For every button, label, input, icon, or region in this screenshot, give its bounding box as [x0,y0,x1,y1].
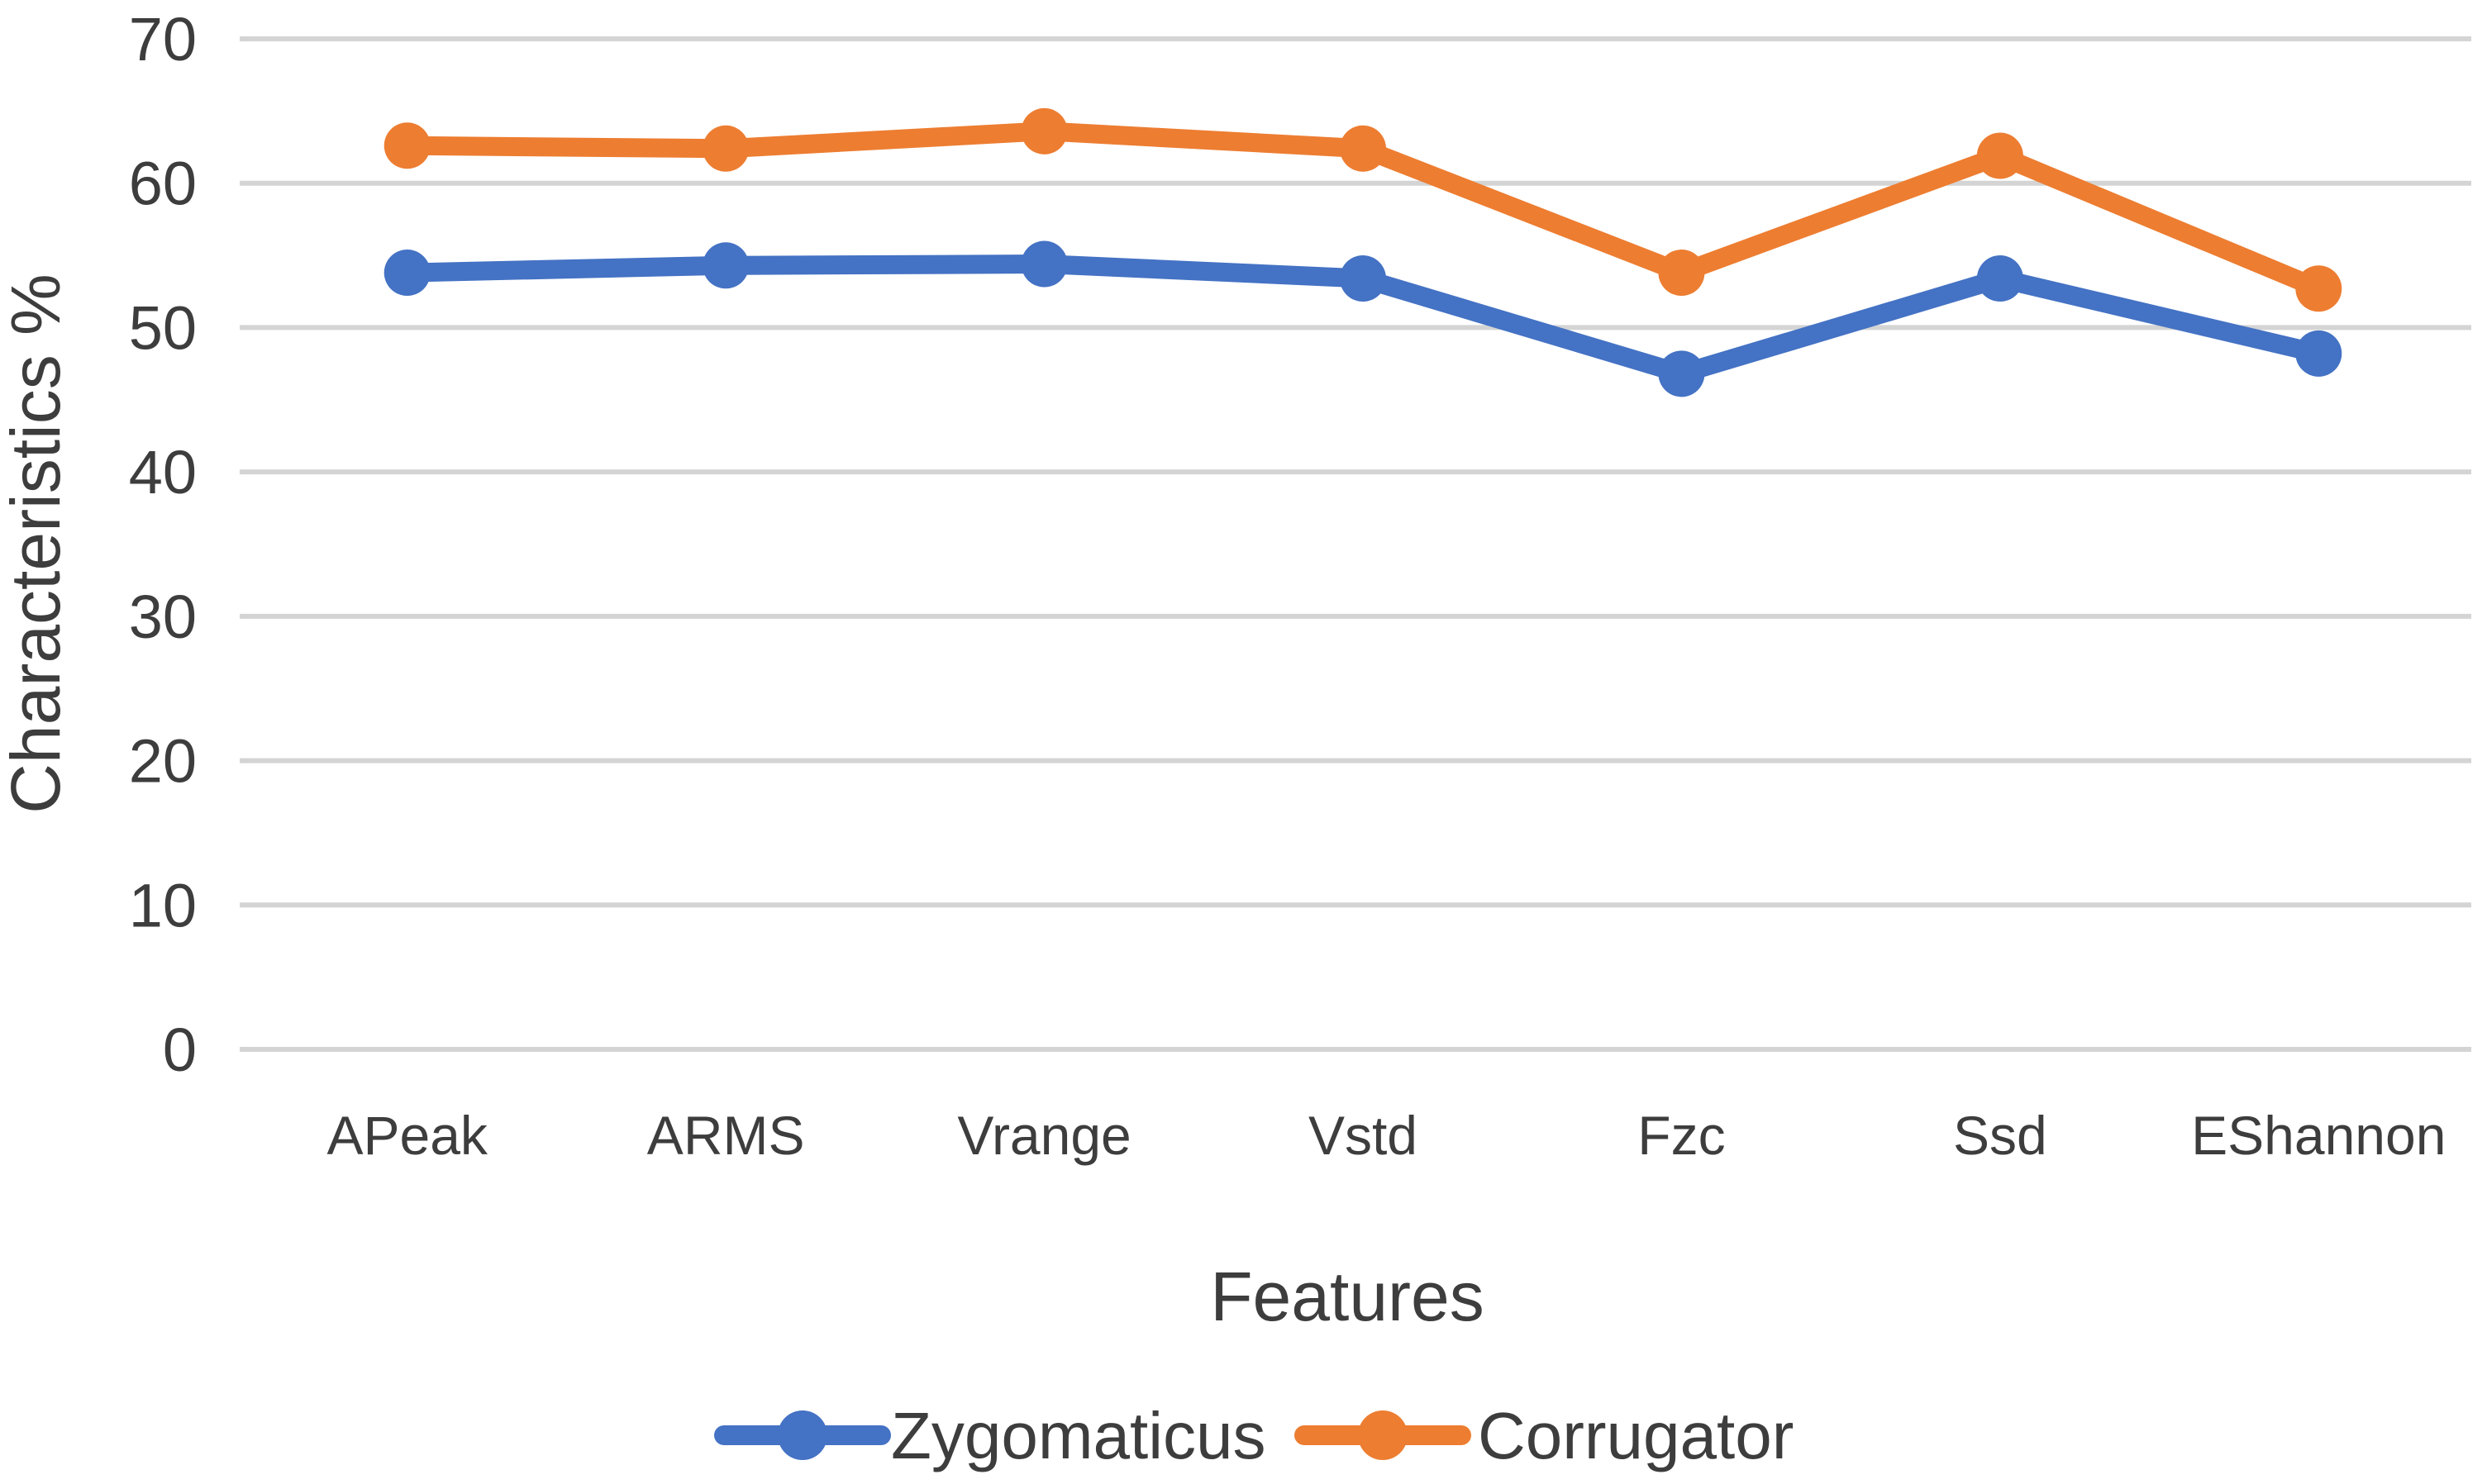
category-label-EShannon: EShannon [2191,1105,2446,1166]
data-point-corrugator-Vrange [1021,107,1068,155]
data-point-zygomaticus-Ssd [1976,255,2023,302]
series-lines [384,107,2342,397]
legend-marker-corrugator [1358,1410,1408,1460]
legend-label-corrugator: Corrugator [1478,1399,1794,1472]
data-point-corrugator-Ssd [1976,132,2023,179]
category-label-Vstd: Vstd [1308,1105,1417,1166]
category-label-Fzc: Fzc [1637,1105,1725,1166]
data-point-zygomaticus-EShannon [2295,330,2342,377]
y-axis-title: Characteristics % [0,273,74,814]
y-tick-label-60: 60 [129,150,197,218]
category-label-Vrange: Vrange [957,1105,1131,1166]
y-tick-label-50: 50 [129,293,197,362]
data-point-corrugator-EShannon [2295,265,2342,312]
y-tick-label-10: 10 [129,871,197,939]
data-point-zygomaticus-Fzc [1658,350,1705,397]
data-point-corrugator-ARMS [703,125,750,172]
category-label-Ssd: Ssd [1953,1105,2047,1166]
y-tick-label-30: 30 [129,583,197,651]
y-tick-label-20: 20 [129,727,197,796]
y-tick-label-40: 40 [129,438,197,507]
category-label-ARMS: ARMS [647,1105,805,1166]
y-axis-tick-labels: 0 10 20 30 40 50 60 70 [129,5,197,1084]
category-label-APeak: APeak [326,1105,488,1166]
y-tick-label-70: 70 [129,5,197,74]
legend-label-zygomaticus: Zygomaticus [891,1399,1265,1472]
data-point-zygomaticus-Vrange [1021,240,1068,288]
y-tick-label-0: 0 [163,1015,197,1084]
data-point-corrugator-APeak [384,122,431,169]
gridlines [240,36,2471,1052]
data-point-zygomaticus-APeak [384,250,431,297]
data-point-corrugator-Vstd [1340,125,1386,172]
legend-marker-zygomaticus [778,1410,827,1460]
x-axis-category-labels: APeak ARMS Vrange Vstd Fzc Ssd EShannon [326,1105,2446,1166]
data-point-corrugator-Fzc [1658,250,1705,297]
data-point-zygomaticus-ARMS [703,242,750,289]
legend: Zygomaticus Corrugator [714,1399,1794,1472]
data-point-zygomaticus-Vstd [1340,255,1386,302]
x-axis-title: Features [1210,1258,1484,1335]
